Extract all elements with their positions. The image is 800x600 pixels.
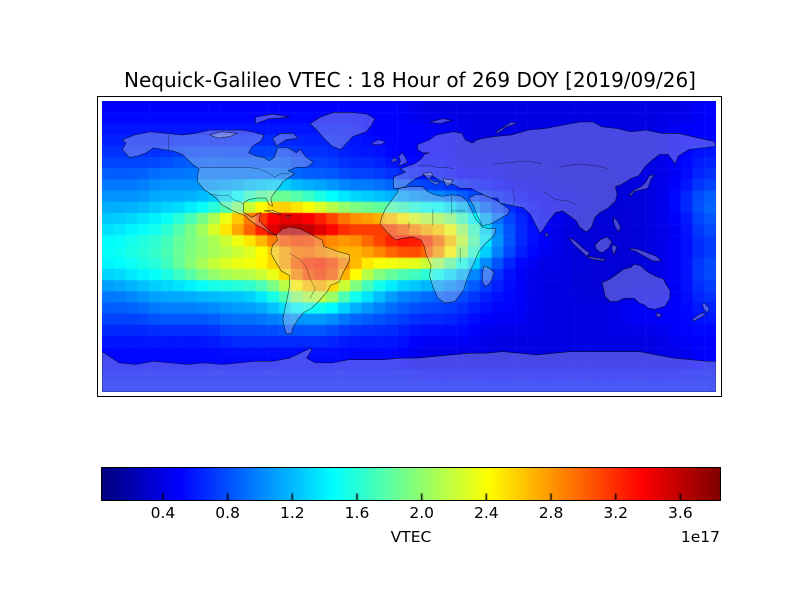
vtec-heatmap-canvas xyxy=(102,101,716,392)
colorbar xyxy=(101,467,721,501)
colorbar-tick-label: 3.2 xyxy=(603,504,629,522)
colorbar-tick-label: 3.6 xyxy=(668,504,693,522)
colorbar-tick-label: 2.8 xyxy=(538,504,564,522)
colorbar-tick-label: 1.6 xyxy=(344,504,370,522)
colorbar-tick-label: 1.2 xyxy=(279,504,305,522)
colorbar-tick-labels: 0.4 0.8 1.2 1.6 2.0 2.4 2.8 3.2 3.6 xyxy=(102,504,720,524)
colorbar-axis-label: VTEC xyxy=(390,528,432,546)
map-panel xyxy=(97,96,722,397)
map-image xyxy=(102,101,716,392)
colorbar-gradient-canvas xyxy=(102,468,720,500)
colorbar-tick-label: 2.0 xyxy=(409,504,434,522)
plot-title: Nequick-Galileo VTEC : 18 Hour of 269 DO… xyxy=(123,68,696,92)
colorbar-offset-label: 1e17 xyxy=(680,528,720,546)
colorbar-tick-label: 2.4 xyxy=(474,504,499,522)
colorbar-tick-label: 0.8 xyxy=(215,504,240,522)
colorbar-tick-label: 0.4 xyxy=(150,504,176,522)
